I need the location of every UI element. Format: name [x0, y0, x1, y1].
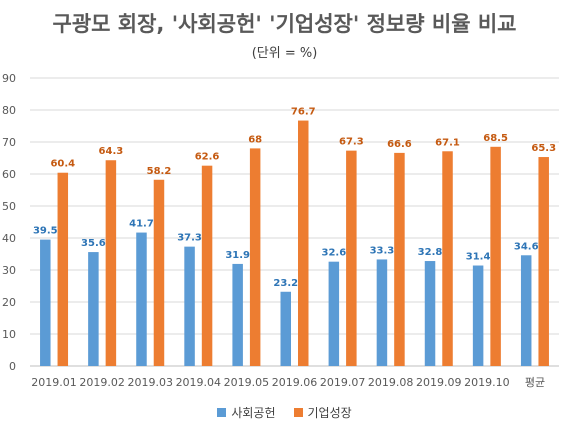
bar-series-2: [105, 160, 117, 366]
y-tick-label: 60: [2, 168, 16, 181]
bar-series-1: [184, 246, 195, 366]
bar-series-1: [40, 239, 51, 366]
x-tick-label: 2019.10: [464, 376, 510, 389]
legend-swatch-series-1: [217, 408, 227, 417]
legend-label-series-1: 사회공헌: [231, 406, 276, 420]
legend: 사회공헌 기업성장: [0, 404, 569, 421]
data-label-series-1: 23.2: [273, 278, 298, 289]
data-label-series-1: 41.7: [129, 219, 154, 230]
bar-series-2: [538, 157, 549, 366]
bar-series-1: [376, 259, 388, 366]
y-tick-label: 30: [2, 264, 16, 277]
data-label-series-2: 76.7: [291, 107, 316, 118]
bar-series-2: [346, 150, 357, 366]
data-label-series-1: 32.6: [321, 248, 346, 259]
data-label-series-2: 68.5: [483, 133, 508, 144]
data-label-series-2: 68: [248, 134, 262, 145]
data-label-series-2: 67.1: [435, 137, 460, 148]
legend-item-series-1: 사회공헌: [217, 404, 276, 421]
chart-subtitle: (단위 = %): [251, 46, 318, 61]
data-label-series-1: 34.6: [514, 241, 539, 252]
y-tick-label: 10: [2, 328, 16, 341]
chart-title: 구광모 회장, '사회공헌' '기업성장' 정보량 비율 비교: [52, 12, 517, 36]
bar-series-2: [298, 120, 309, 366]
y-tick-label: 20: [2, 296, 16, 309]
data-label-series-1: 37.3: [177, 233, 202, 244]
data-label-series-2: 60.4: [50, 159, 75, 170]
x-tick-label: 2019.02: [79, 376, 125, 389]
x-tick-label: 2019.04: [176, 376, 222, 389]
y-tick-label: 50: [2, 200, 16, 213]
x-tick-label: 2019.06: [272, 376, 318, 389]
data-label-series-1: 39.5: [33, 226, 58, 237]
legend-label-series-2: 기업성장: [307, 406, 352, 420]
data-label-series-2: 66.6: [387, 139, 412, 150]
bar-series-2: [249, 148, 261, 366]
x-tick-label: 평균: [525, 376, 545, 389]
bar-series-1: [280, 291, 291, 366]
data-label-series-1: 31.9: [225, 250, 250, 261]
bar-series-2: [153, 179, 165, 366]
data-label-series-1: 35.6: [81, 238, 106, 249]
y-tick-label: 40: [2, 232, 16, 245]
bar-series-2: [394, 152, 405, 366]
bar-series-2: [442, 151, 453, 366]
y-tick-label: 80: [2, 104, 16, 117]
x-tick-label: 2019.08: [368, 376, 414, 389]
data-label-series-1: 33.3: [370, 245, 395, 256]
bar-series-1: [88, 252, 99, 366]
bar-series-1: [520, 255, 532, 366]
legend-item-series-2: 기업성장: [293, 404, 352, 421]
x-tick-label: 2019.09: [416, 376, 462, 389]
bar-series-1: [328, 261, 340, 366]
bar-series-1: [232, 263, 243, 366]
data-label-series-1: 31.4: [466, 252, 491, 263]
data-label-series-1: 32.8: [418, 247, 443, 258]
x-tick-label: 2019.01: [31, 376, 77, 389]
bar-series-1: [424, 261, 436, 366]
data-label-series-2: 65.3: [531, 143, 556, 154]
x-tick-label: 2019.05: [224, 376, 270, 389]
bar-series-1: [472, 265, 484, 366]
y-tick-label: 70: [2, 136, 16, 149]
x-tick-label: 2019.07: [320, 376, 366, 389]
data-label-series-2: 62.6: [195, 152, 220, 163]
bar-series-2: [201, 165, 213, 366]
data-label-series-2: 64.3: [99, 146, 124, 157]
data-label-series-2: 67.3: [339, 137, 364, 148]
y-tick-label: 90: [2, 72, 16, 85]
x-tick-label: 2019.03: [127, 376, 173, 389]
bar-series-1: [136, 232, 147, 366]
data-label-series-2: 58.2: [147, 166, 172, 177]
bar-series-2: [57, 172, 69, 366]
bar-series-2: [490, 146, 501, 366]
y-tick-label: 0: [9, 360, 16, 373]
legend-swatch-series-2: [293, 408, 303, 417]
